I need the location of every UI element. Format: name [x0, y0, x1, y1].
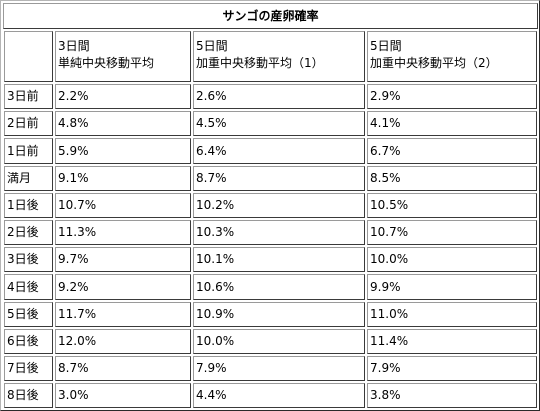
row-label-cell: 4日後 — [4, 274, 53, 300]
value-cell: 7.9% — [193, 356, 365, 381]
header-text: 加重中央移動平均（2） — [370, 56, 498, 70]
value-cell: 9.2% — [55, 274, 191, 300]
value-cell: 6.4% — [193, 138, 365, 164]
header-cell: 5日間加重中央移動平均（2） — [367, 31, 537, 82]
value-cell: 9.9% — [367, 274, 537, 300]
value-cell: 11.7% — [55, 302, 191, 327]
value-cell: 4.8% — [55, 111, 191, 136]
value-cell: 8.7% — [55, 356, 191, 381]
value-cell: 9.7% — [55, 247, 191, 272]
header-text: 5日間 — [196, 39, 228, 53]
row-label-cell: 2日前 — [4, 111, 53, 136]
value-cell: 12.0% — [55, 329, 191, 354]
value-cell: 9.1% — [55, 166, 191, 191]
value-cell: 8.5% — [367, 166, 537, 191]
value-cell: 10.0% — [193, 329, 365, 354]
header-text — [7, 38, 52, 55]
row-label-cell: 6日後 — [4, 329, 53, 354]
row-label-cell: 3日後 — [4, 247, 53, 272]
value-cell: 3.8% — [367, 383, 537, 408]
value-cell: 10.3% — [193, 220, 365, 245]
header-cell — [4, 31, 53, 82]
header-text: 3日間 — [58, 39, 90, 53]
value-cell: 5.9% — [55, 138, 191, 164]
value-cell: 6.7% — [367, 138, 537, 164]
header-text: 加重中央移動平均（1） — [196, 56, 324, 70]
value-cell: 11.4% — [367, 329, 537, 354]
value-cell: 10.2% — [193, 193, 365, 218]
row-label-cell: 1日後 — [4, 193, 53, 218]
row-label-cell: 8日後 — [4, 383, 53, 408]
value-cell: 2.2% — [55, 84, 191, 109]
row-label-cell: 満月 — [4, 166, 53, 191]
header-text: 5日間 — [370, 39, 402, 53]
value-cell: 11.3% — [55, 220, 191, 245]
header-text: 単純中央移動平均 — [58, 56, 155, 70]
value-cell: 2.6% — [193, 84, 365, 109]
header-cell: 3日間単純中央移動平均 — [55, 31, 191, 82]
value-cell: 10.0% — [367, 247, 537, 272]
value-cell: 10.1% — [193, 247, 365, 272]
value-cell: 10.6% — [193, 274, 365, 300]
row-label-cell: 5日後 — [4, 302, 53, 327]
value-cell: 3.0% — [55, 383, 191, 408]
value-cell: 11.0% — [367, 302, 537, 327]
value-cell: 10.9% — [193, 302, 365, 327]
value-cell: 10.7% — [55, 193, 191, 218]
header-text — [7, 55, 52, 72]
row-label-cell: 1日前 — [4, 138, 53, 164]
value-cell: 10.5% — [367, 193, 537, 218]
value-cell: 10.7% — [367, 220, 537, 245]
value-cell: 4.5% — [193, 111, 365, 136]
value-cell: 4.1% — [367, 111, 537, 136]
row-label-cell: 3日前 — [4, 84, 53, 109]
row-label-cell: 2日後 — [4, 220, 53, 245]
value-cell: 8.7% — [193, 166, 365, 191]
header-cell: 5日間加重中央移動平均（1） — [193, 31, 365, 82]
table-title: サンゴの産卵確率 — [3, 3, 538, 29]
value-cell: 7.9% — [367, 356, 537, 381]
row-label-cell: 7日後 — [4, 356, 53, 381]
value-cell: 2.9% — [367, 84, 537, 109]
value-cell: 4.4% — [193, 383, 365, 408]
